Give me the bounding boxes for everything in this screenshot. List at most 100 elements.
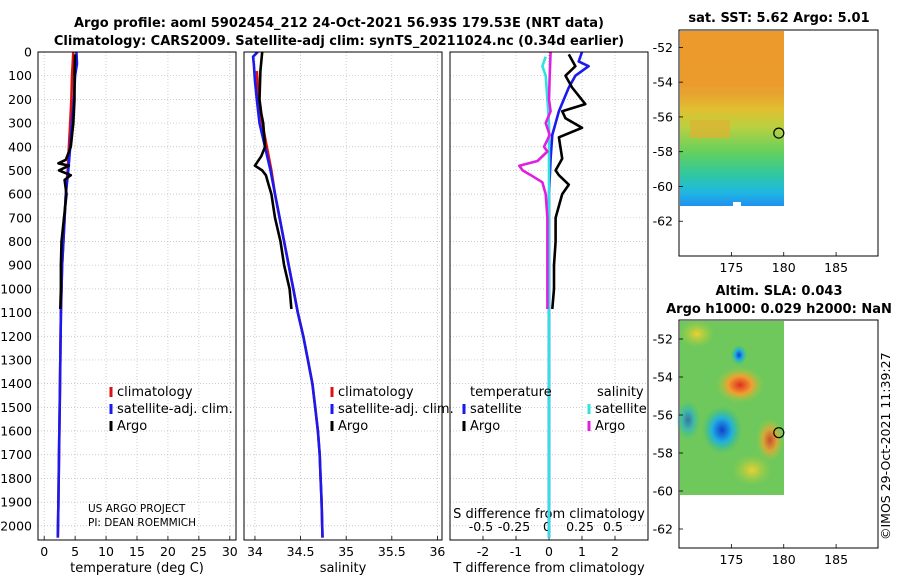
- figure-title-line1: Argo profile: aoml 5902454_212 24-Oct-20…: [74, 16, 604, 31]
- y-tick-label: 1800: [0, 471, 32, 486]
- map-x-tick-label: 180: [772, 260, 796, 275]
- legend-header-salinity: salinity: [597, 385, 644, 400]
- sla-map-title: Altim. SLA: 0.043: [716, 284, 843, 299]
- sst-map-gap: [733, 202, 741, 207]
- legend-label-climatology: climatology: [338, 385, 414, 400]
- x-tick-label: 30: [222, 544, 238, 559]
- x-tick-label: 5: [71, 544, 79, 559]
- x-tick-label: 25: [191, 544, 207, 559]
- series-line-satellite-adj-clim-: [251, 52, 324, 538]
- sla-map-low-anomaly: [676, 400, 700, 440]
- sla-map-low-anomaly: [731, 345, 747, 365]
- legend-label-satellite-adj: satellite-adj. clim.: [338, 402, 454, 417]
- temperature-panel: 0100200300400500600700800900100011001200…: [0, 45, 238, 577]
- sla-map-high-anomaly: [756, 418, 784, 462]
- map-x-tick-label: 185: [824, 260, 848, 275]
- y-tick-label: 400: [8, 139, 32, 154]
- sst-map-patch: [690, 120, 730, 138]
- series-line-argo: [253, 52, 293, 310]
- plot-frame: [243, 51, 443, 541]
- map-x-tick-label: 180: [772, 552, 796, 567]
- x-tick-label: -2: [477, 544, 489, 559]
- x-axis-label: temperature (deg C): [70, 561, 204, 576]
- map-y-tick-label: -52: [653, 40, 673, 55]
- x-tick-label: -1: [510, 544, 522, 559]
- legend-label-argo: Argo: [117, 419, 147, 434]
- x-tick-label: 0: [545, 544, 553, 559]
- series-line-salinity-satellite: [541, 56, 551, 538]
- x2-tick-label: 0.25: [566, 519, 594, 534]
- temperature-legend: climatology satellite-adj. clim. Argo: [109, 385, 233, 434]
- sla-map-panel: Altim. SLA: 0.043 Argo h1000: 0.029 h200…: [653, 284, 892, 567]
- y-tick-label: 1900: [0, 495, 32, 510]
- x2-tick-label: -0.5: [469, 519, 493, 534]
- x-tick-label: 10: [98, 544, 114, 559]
- y-tick-label: 0: [24, 45, 32, 60]
- legend-label-climatology: climatology: [117, 385, 193, 400]
- map-y-tick-label: -52: [653, 332, 673, 347]
- legend-label-argo: Argo: [338, 419, 368, 434]
- figure-title-line2: Climatology: CARS2009. Satellite-adj cli…: [54, 34, 624, 49]
- y-tick-label: 1300: [0, 352, 32, 367]
- series-line-temperature-satellite: [547, 52, 590, 538]
- plot-frame: [449, 51, 649, 541]
- sla-map-patch: [732, 454, 772, 486]
- y-tick-label: 1100: [0, 305, 32, 320]
- x-tick-label: 34.5: [287, 544, 315, 559]
- map-y-tick-label: -62: [653, 214, 673, 229]
- series-line-temperature-argo: [551, 53, 587, 310]
- y-tick-label: 500: [8, 163, 32, 178]
- map-y-tick-label: -54: [653, 75, 673, 90]
- x-tick-label: 35: [338, 544, 354, 559]
- salinity-panel: 34 34.5 35 35.5 36 salinity: [243, 51, 445, 576]
- legend-header-temperature: temperature: [470, 385, 552, 400]
- x-tick-label: 34: [247, 544, 263, 559]
- map-x-tick-label: 175: [719, 552, 743, 567]
- project-label: US ARGO PROJECT: [88, 503, 186, 515]
- sla-map-low-anomaly: [702, 406, 742, 454]
- series-line-argo: [57, 54, 77, 310]
- x-axis-label: salinity: [320, 561, 367, 576]
- x2-tick-label: 0: [543, 519, 551, 534]
- map-x-tick-label: 175: [719, 260, 743, 275]
- sla-map-patch: [679, 320, 715, 348]
- x-tick-label: 1: [578, 544, 586, 559]
- legend-label-temp-argo: Argo: [470, 419, 500, 434]
- y-tick-label: 2000: [0, 518, 32, 533]
- salinity-legend: climatology satellite-adj. clim. Argo: [330, 385, 454, 434]
- x2-tick-label: -0.25: [498, 519, 530, 534]
- pi-label: PI: DEAN ROEMMICH: [88, 517, 196, 529]
- y-tick-label: 300: [8, 116, 32, 131]
- y-tick-label: 1000: [0, 281, 32, 296]
- legend-label-sal-satellite: satellite: [595, 402, 647, 417]
- y-tick-label: 600: [8, 187, 32, 202]
- map-x-tick-label: 185: [824, 552, 848, 567]
- sst-map-title: sat. SST: 5.62 Argo: 5.01: [688, 11, 869, 26]
- x-tick-label: 35.5: [378, 544, 406, 559]
- y-tick-label: 1400: [0, 376, 32, 391]
- series-line-climatology: [255, 70, 324, 538]
- sla-map-high-anomaly: [716, 367, 764, 403]
- y-tick-label: 800: [8, 234, 32, 249]
- map-y-tick-label: -58: [653, 446, 673, 461]
- x-tick-label: 2: [611, 544, 619, 559]
- sla-float-position-marker: [773, 427, 785, 439]
- x-tick-label: 20: [160, 544, 176, 559]
- x-tick-label: 36: [429, 544, 445, 559]
- map-y-tick-label: -62: [653, 522, 673, 537]
- sst-float-position-marker: [773, 127, 785, 139]
- map-y-tick-label: -58: [653, 144, 673, 159]
- difference-legend: temperature satellite Argo salinity sate…: [462, 385, 647, 434]
- y-tick-label: 1200: [0, 329, 32, 344]
- y-tick-label: 100: [8, 68, 32, 83]
- x2-tick-label: 0.5: [603, 519, 623, 534]
- map-y-tick-label: -56: [653, 408, 673, 423]
- difference-panel: -2 -1 0 1 2-0.5 -0.25 0 0.25 0.5S difference fro…: [449, 51, 649, 576]
- map-y-tick-label: -60: [653, 484, 673, 499]
- x-tick-label: 0: [40, 544, 48, 559]
- sst-map-warm-band: [680, 31, 784, 86]
- legend-label-satellite-adj: satellite-adj. clim.: [117, 402, 233, 417]
- sst-map-panel: sat. SST: 5.62 Argo: 5.01 -52 -54 -56 -58 -6…: [653, 11, 879, 275]
- map-y-tick-label: -60: [653, 179, 673, 194]
